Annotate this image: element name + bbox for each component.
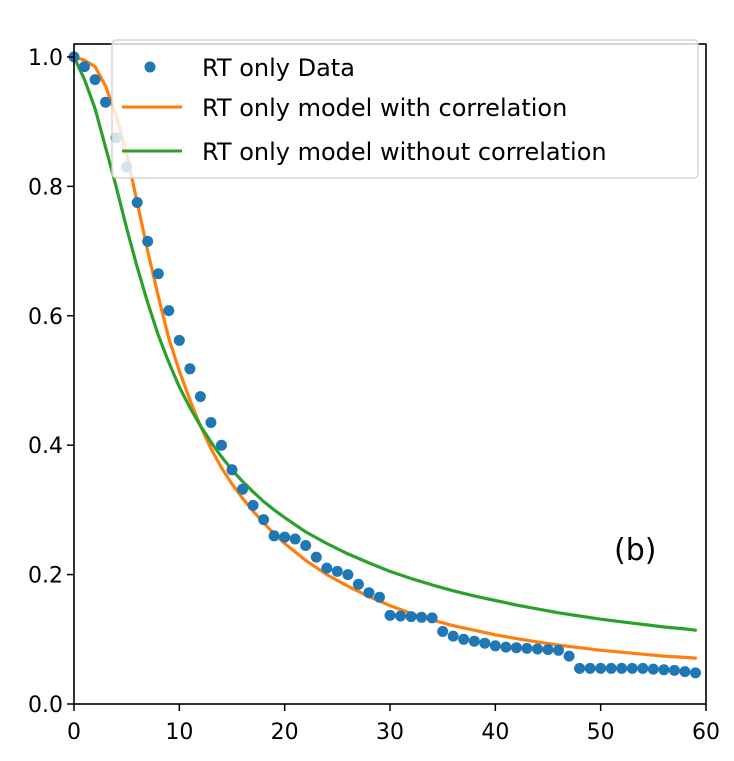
- data-point: [131, 197, 143, 208]
- data-point: [616, 662, 628, 674]
- data-point: [690, 667, 701, 679]
- x-tick-label: 50: [587, 720, 615, 745]
- data-point: [363, 587, 375, 599]
- data-point: [310, 551, 322, 563]
- data-point: [226, 464, 238, 476]
- data-point: [321, 562, 333, 574]
- data-point: [489, 640, 501, 652]
- y-tick-label: 0.8: [28, 175, 63, 200]
- legend-label-data: RT only Data: [202, 54, 355, 82]
- data-point: [216, 439, 227, 451]
- data-point: [258, 514, 270, 526]
- legend: RT only Data RT only model with correlat…: [111, 39, 699, 179]
- data-point: [679, 666, 691, 678]
- y-tick-label: 1.0: [28, 46, 63, 71]
- data-point: [416, 611, 428, 623]
- data-point: [510, 642, 522, 654]
- data-point: [553, 644, 564, 656]
- data-point: [247, 499, 259, 511]
- data-point: [395, 610, 406, 622]
- data-point: [437, 626, 449, 637]
- panel-label: (b): [614, 533, 656, 568]
- legend-label-with-correlation: RT only model with correlation: [202, 94, 567, 122]
- y-tick-label: 0.2: [28, 564, 63, 589]
- data-point: [352, 578, 364, 590]
- legend-marker-data: [144, 61, 156, 73]
- data-point: [532, 643, 543, 655]
- data-point: [205, 417, 217, 428]
- data-point: [268, 530, 280, 542]
- data-point: [79, 61, 90, 73]
- data-point: [152, 268, 164, 280]
- series-line-1: [72, 55, 698, 660]
- data-point: [479, 637, 491, 649]
- data-point: [237, 483, 248, 495]
- data-point: [595, 662, 607, 674]
- x-tick-label: 10: [165, 720, 193, 745]
- data-point: [194, 391, 206, 403]
- data-point: [405, 611, 417, 623]
- data-point: [574, 662, 586, 674]
- data-point: [100, 96, 112, 108]
- data-point: [468, 635, 480, 647]
- data-point: [500, 641, 512, 653]
- x-tick-label: 30: [376, 720, 404, 745]
- data-point: [658, 664, 670, 676]
- y-axis-ticks: 0.0 0.2 0.4 0.6 0.8 1.0: [28, 46, 74, 718]
- data-point: [637, 662, 649, 674]
- data-point: [374, 591, 385, 603]
- data-point: [384, 609, 396, 621]
- data-point: [563, 650, 575, 662]
- data-point: [426, 612, 438, 624]
- x-tick-label: 40: [481, 720, 509, 745]
- data-point: [605, 662, 617, 674]
- data-point: [458, 633, 470, 645]
- y-tick-label: 0.6: [28, 305, 63, 330]
- x-tick-label: 20: [271, 720, 299, 745]
- data-point: [626, 662, 638, 674]
- data-point: [668, 664, 680, 676]
- data-point: [300, 540, 312, 551]
- data-point: [584, 662, 596, 674]
- plot-lines: [72, 55, 698, 660]
- data-point: [542, 644, 554, 656]
- y-tick-label: 0.4: [28, 434, 63, 459]
- data-point: [521, 642, 533, 654]
- data-point: [89, 74, 101, 86]
- data-point: [647, 663, 659, 675]
- data-point: [331, 565, 343, 577]
- data-point: [279, 531, 291, 543]
- y-tick-label: 0.0: [28, 693, 63, 718]
- series-line-2: [72, 55, 698, 632]
- data-point: [289, 533, 301, 545]
- data-point: [184, 363, 196, 375]
- legend-box: [111, 39, 699, 179]
- data-point: [342, 569, 354, 581]
- legend-label-without-correlation: RT only model without correlation: [202, 138, 607, 166]
- x-tick-label: 60: [692, 720, 720, 745]
- data-point: [447, 630, 459, 642]
- data-point: [173, 334, 185, 346]
- data-point: [142, 235, 154, 247]
- data-point: [163, 305, 175, 317]
- x-tick-label: 0: [67, 720, 81, 745]
- x-axis-ticks: 0 10 20 30 40 50 60: [67, 704, 720, 745]
